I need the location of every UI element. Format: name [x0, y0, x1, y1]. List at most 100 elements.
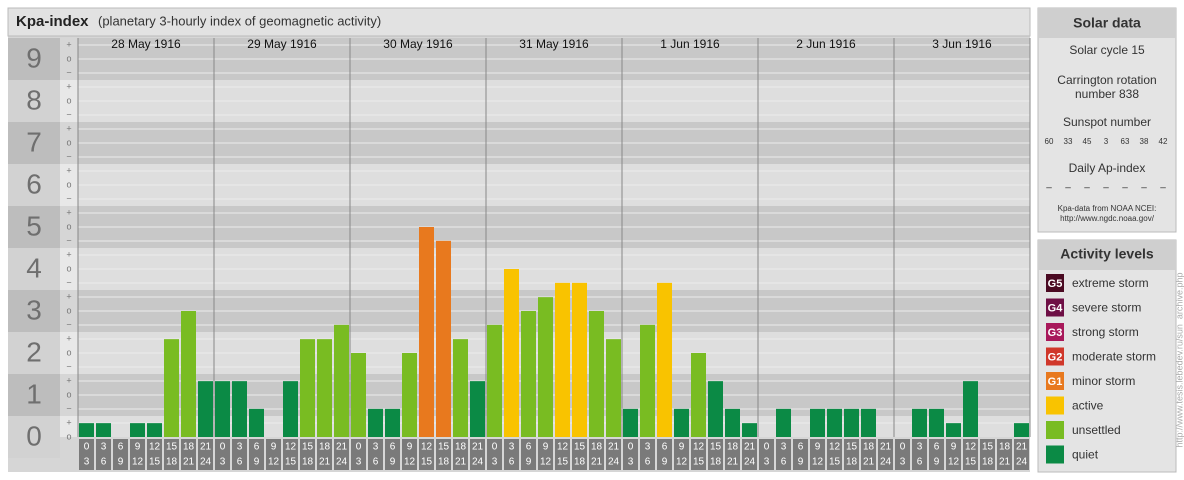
hour-label: 24 [1016, 457, 1028, 468]
hour-label: 21 [999, 457, 1011, 468]
y-label-band [8, 80, 60, 122]
hour-label: 6 [934, 442, 940, 453]
ap-value: – [1122, 183, 1128, 194]
hour-label: 15 [710, 442, 722, 453]
hour-label: 12 [421, 442, 433, 453]
hour-label: 6 [237, 457, 243, 468]
hour-label: 15 [574, 442, 586, 453]
bar [232, 381, 247, 437]
hour-cell [980, 439, 995, 470]
hour-label: 18 [319, 442, 331, 453]
hour-cell [997, 439, 1012, 470]
bar [351, 353, 366, 437]
hour-label: 21 [608, 442, 620, 453]
y-label-band [8, 38, 60, 80]
y-label-band [8, 416, 60, 458]
hour-label: 6 [101, 457, 107, 468]
hour-cell [453, 439, 468, 470]
minor-label-band [60, 206, 78, 248]
bar [963, 381, 978, 437]
y-label-band [8, 248, 60, 290]
hour-label: 3 [373, 442, 379, 453]
hour-cell [657, 439, 672, 470]
hour-cell [844, 439, 859, 470]
hour-label: 9 [526, 457, 532, 468]
hour-cell [861, 439, 876, 470]
legend-label: minor storm [1072, 374, 1135, 388]
y-minor-label: − [66, 67, 71, 77]
hour-label: 15 [421, 457, 433, 468]
day-label: 30 May 1916 [383, 37, 453, 51]
y-minor-label: + [66, 39, 71, 49]
hour-cell [878, 439, 893, 470]
hour-cell [113, 439, 128, 470]
hour-cell [759, 439, 774, 470]
day-label: 1 Jun 1916 [660, 37, 720, 51]
bar [317, 339, 332, 437]
bar [130, 423, 145, 437]
hour-label: 3 [509, 442, 515, 453]
hour-cell [334, 439, 349, 470]
hour-label: 18 [846, 457, 858, 468]
bar [776, 408, 791, 437]
hour-label: 18 [710, 457, 722, 468]
hour-label: 12 [829, 442, 841, 453]
hour-label: 12 [557, 442, 569, 453]
hour-cell [385, 439, 400, 470]
hour-label: 15 [965, 457, 977, 468]
y-minor-label: − [66, 151, 71, 161]
sunspot-number: 3 [1104, 137, 1109, 146]
day-label: 29 May 1916 [247, 37, 317, 51]
levels-title: Activity levels [1060, 246, 1154, 262]
legend-code: G1 [1048, 376, 1063, 388]
hour-cell [929, 439, 944, 470]
hour-label: 12 [948, 457, 960, 468]
hour-cell [776, 439, 791, 470]
y-minor-label: − [66, 193, 71, 203]
sunspot-number: 42 [1159, 137, 1168, 146]
hour-label: 12 [285, 442, 297, 453]
hour-label: 9 [407, 442, 413, 453]
bar [368, 408, 383, 437]
hour-cell [793, 439, 808, 470]
hour-cell [827, 439, 842, 470]
y-minor-label: + [66, 291, 71, 301]
hour-label: 21 [455, 457, 467, 468]
sunspot-number: 60 [1045, 137, 1054, 146]
hour-label: 9 [798, 457, 804, 468]
hour-cell [283, 439, 298, 470]
hour-label: 24 [880, 457, 892, 468]
bar [623, 408, 638, 437]
hour-label: 6 [509, 457, 515, 468]
hour-label: 3 [220, 457, 226, 468]
bar [300, 339, 315, 437]
bar [1014, 423, 1029, 437]
y-minor-label: − [66, 235, 71, 245]
hour-label: 9 [543, 442, 549, 453]
bar [725, 408, 740, 437]
hour-label: 3 [101, 442, 107, 453]
levels-header [1038, 240, 1176, 270]
day-label: 31 May 1916 [519, 37, 589, 51]
hour-label: 15 [846, 442, 858, 453]
hour-label: 24 [336, 457, 348, 468]
y-minor-label: − [66, 277, 71, 287]
y-minor-label: + [66, 417, 71, 427]
bar [946, 423, 961, 437]
minor-label-band [60, 416, 78, 437]
y-minor-label: o [66, 53, 71, 63]
hour-label: 21 [183, 457, 195, 468]
legend-code: G4 [1048, 302, 1064, 314]
note-source: Kpa-data from NOAA NCEI: [1058, 204, 1157, 213]
solar-title: Solar data [1073, 15, 1141, 31]
y-minor-label: o [66, 389, 71, 399]
bar [640, 324, 655, 437]
note-url: http://www.ngdc.noaa.gov/ [1060, 214, 1155, 223]
hour-label: 3 [917, 442, 923, 453]
y-label-band [8, 290, 60, 332]
legend-code: G5 [1048, 278, 1063, 290]
hour-label: 24 [608, 457, 620, 468]
hour-label: 3 [492, 457, 498, 468]
chart-title: Kpa-index [16, 13, 89, 30]
y-minor-label: o [66, 263, 71, 273]
